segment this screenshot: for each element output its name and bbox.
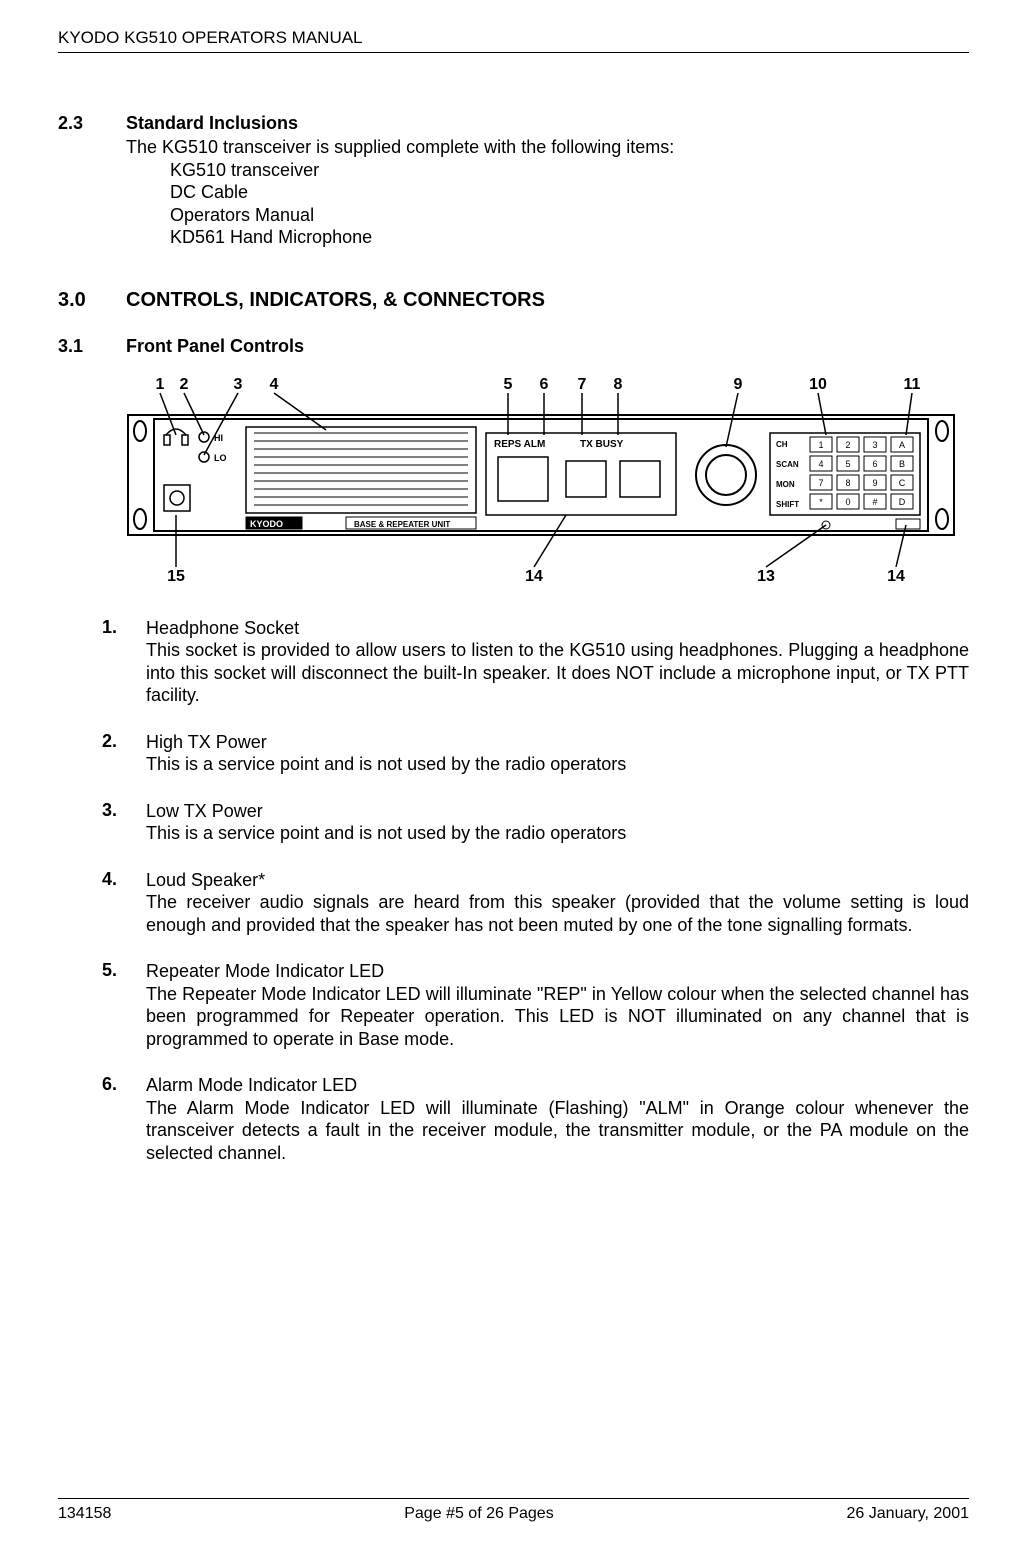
section-3-0: 3.0 CONTROLS, INDICATORS, & CONNECTORS bbox=[58, 289, 969, 312]
control-number: 4. bbox=[102, 869, 146, 937]
page-footer: 134158 Page #5 of 26 Pages 26 January, 2… bbox=[58, 1498, 969, 1523]
svg-text:2: 2 bbox=[845, 440, 850, 450]
svg-text:C: C bbox=[899, 478, 906, 488]
control-description: The Alarm Mode Indicator LED will illumi… bbox=[146, 1097, 969, 1165]
control-description: This socket is provided to allow users t… bbox=[146, 639, 969, 707]
callout-number: 4 bbox=[270, 376, 279, 393]
label-base-repeater: BASE & REPEATER UNIT bbox=[354, 520, 450, 529]
callout-number: 14 bbox=[887, 568, 905, 585]
callout-number: 14 bbox=[525, 568, 543, 585]
callout-number: 3 bbox=[234, 376, 243, 393]
control-item: 2.High TX PowerThis is a service point a… bbox=[58, 731, 969, 776]
section-title: Front Panel Controls bbox=[126, 336, 304, 357]
svg-text:*: * bbox=[819, 497, 823, 507]
control-title: Low TX Power bbox=[146, 800, 969, 823]
section-title: Standard Inclusions bbox=[126, 113, 298, 134]
svg-text:0: 0 bbox=[845, 497, 850, 507]
label-scan: SCAN bbox=[776, 460, 799, 469]
front-panel-diagram: HI LO KYODO BASE & REPEATER UNIT bbox=[126, 375, 1006, 585]
callout-number: 10 bbox=[809, 376, 827, 393]
svg-text:7: 7 bbox=[818, 478, 823, 488]
control-item: 5.Repeater Mode Indicator LEDThe Repeate… bbox=[58, 960, 969, 1050]
controls-list: 1.Headphone SocketThis socket is provide… bbox=[58, 617, 969, 1189]
label-kyodo: KYODO bbox=[250, 519, 283, 529]
label-reps-alm: REPS ALM bbox=[494, 439, 545, 450]
svg-text:4: 4 bbox=[818, 459, 823, 469]
control-number: 3. bbox=[102, 800, 146, 845]
label-shift: SHIFT bbox=[776, 500, 799, 509]
callout-number: 8 bbox=[614, 376, 623, 393]
section-intro: The KG510 transceiver is supplied comple… bbox=[126, 136, 969, 159]
svg-text:1: 1 bbox=[818, 440, 823, 450]
page-header: KYODO KG510 OPERATORS MANUAL bbox=[58, 28, 969, 53]
control-body: Repeater Mode Indicator LEDThe Repeater … bbox=[146, 960, 969, 1050]
control-title: Headphone Socket bbox=[146, 617, 969, 640]
callout-number: 11 bbox=[904, 376, 921, 393]
svg-text:B: B bbox=[899, 459, 905, 469]
control-title: Loud Speaker* bbox=[146, 869, 969, 892]
control-description: This is a service point and is not used … bbox=[146, 753, 969, 776]
control-title: Alarm Mode Indicator LED bbox=[146, 1074, 969, 1097]
section-2-3: 2.3 Standard Inclusions bbox=[58, 113, 969, 134]
svg-text:3: 3 bbox=[872, 440, 877, 450]
section-3-1: 3.1 Front Panel Controls bbox=[58, 336, 969, 357]
label-mon: MON bbox=[776, 480, 795, 489]
control-title: High TX Power bbox=[146, 731, 969, 754]
control-description: This is a service point and is not used … bbox=[146, 822, 969, 845]
svg-text:8: 8 bbox=[845, 478, 850, 488]
control-description: The receiver audio signals are heard fro… bbox=[146, 891, 969, 936]
inclusion-item: KG510 transceiver bbox=[170, 159, 969, 182]
control-body: Low TX PowerThis is a service point and … bbox=[146, 800, 969, 845]
control-number: 6. bbox=[102, 1074, 146, 1164]
header-title: KYODO KG510 OPERATORS MANUAL bbox=[58, 28, 363, 47]
callout-number: 7 bbox=[578, 376, 587, 393]
section-number: 2.3 bbox=[58, 113, 126, 134]
control-title: Repeater Mode Indicator LED bbox=[146, 960, 969, 983]
control-number: 1. bbox=[102, 617, 146, 707]
control-body: Alarm Mode Indicator LEDThe Alarm Mode I… bbox=[146, 1074, 969, 1164]
label-lo: LO bbox=[214, 453, 227, 463]
svg-text:9: 9 bbox=[872, 478, 877, 488]
control-item: 1.Headphone SocketThis socket is provide… bbox=[58, 617, 969, 707]
label-tx-busy: TX BUSY bbox=[580, 439, 624, 450]
section-title: CONTROLS, INDICATORS, & CONNECTORS bbox=[126, 289, 545, 312]
control-item: 3.Low TX PowerThis is a service point an… bbox=[58, 800, 969, 845]
callout-number: 15 bbox=[167, 568, 185, 585]
control-item: 6.Alarm Mode Indicator LEDThe Alarm Mode… bbox=[58, 1074, 969, 1164]
inclusion-item: KD561 Hand Microphone bbox=[170, 226, 969, 249]
inclusion-item: DC Cable bbox=[170, 181, 969, 204]
footer-center: Page #5 of 26 Pages bbox=[404, 1505, 553, 1523]
control-number: 5. bbox=[102, 960, 146, 1050]
callout-number: 9 bbox=[734, 376, 743, 393]
inclusion-item: Operators Manual bbox=[170, 204, 969, 227]
control-item: 4.Loud Speaker*The receiver audio signal… bbox=[58, 869, 969, 937]
page: KYODO KG510 OPERATORS MANUAL 2.3 Standar… bbox=[0, 0, 1027, 1561]
control-body: Headphone SocketThis socket is provided … bbox=[146, 617, 969, 707]
control-description: The Repeater Mode Indicator LED will ill… bbox=[146, 983, 969, 1051]
callout-number: 6 bbox=[540, 376, 549, 393]
section-number: 3.0 bbox=[58, 289, 126, 312]
svg-text:A: A bbox=[899, 440, 905, 450]
callout-number: 2 bbox=[180, 376, 189, 393]
label-ch: CH bbox=[776, 440, 788, 449]
svg-text:D: D bbox=[899, 497, 906, 507]
svg-text:5: 5 bbox=[845, 459, 850, 469]
svg-text:#: # bbox=[872, 497, 877, 507]
control-number: 2. bbox=[102, 731, 146, 776]
section-number: 3.1 bbox=[58, 336, 126, 357]
footer-right: 26 January, 2001 bbox=[847, 1505, 969, 1523]
footer-left: 134158 bbox=[58, 1505, 111, 1523]
control-body: High TX PowerThis is a service point and… bbox=[146, 731, 969, 776]
callout-number: 13 bbox=[757, 568, 775, 585]
front-panel-svg: HI LO KYODO BASE & REPEATER UNIT bbox=[126, 375, 1006, 585]
callout-number: 1 bbox=[156, 376, 165, 393]
callout-number: 5 bbox=[504, 376, 513, 393]
svg-text:6: 6 bbox=[872, 459, 877, 469]
control-body: Loud Speaker*The receiver audio signals … bbox=[146, 869, 969, 937]
